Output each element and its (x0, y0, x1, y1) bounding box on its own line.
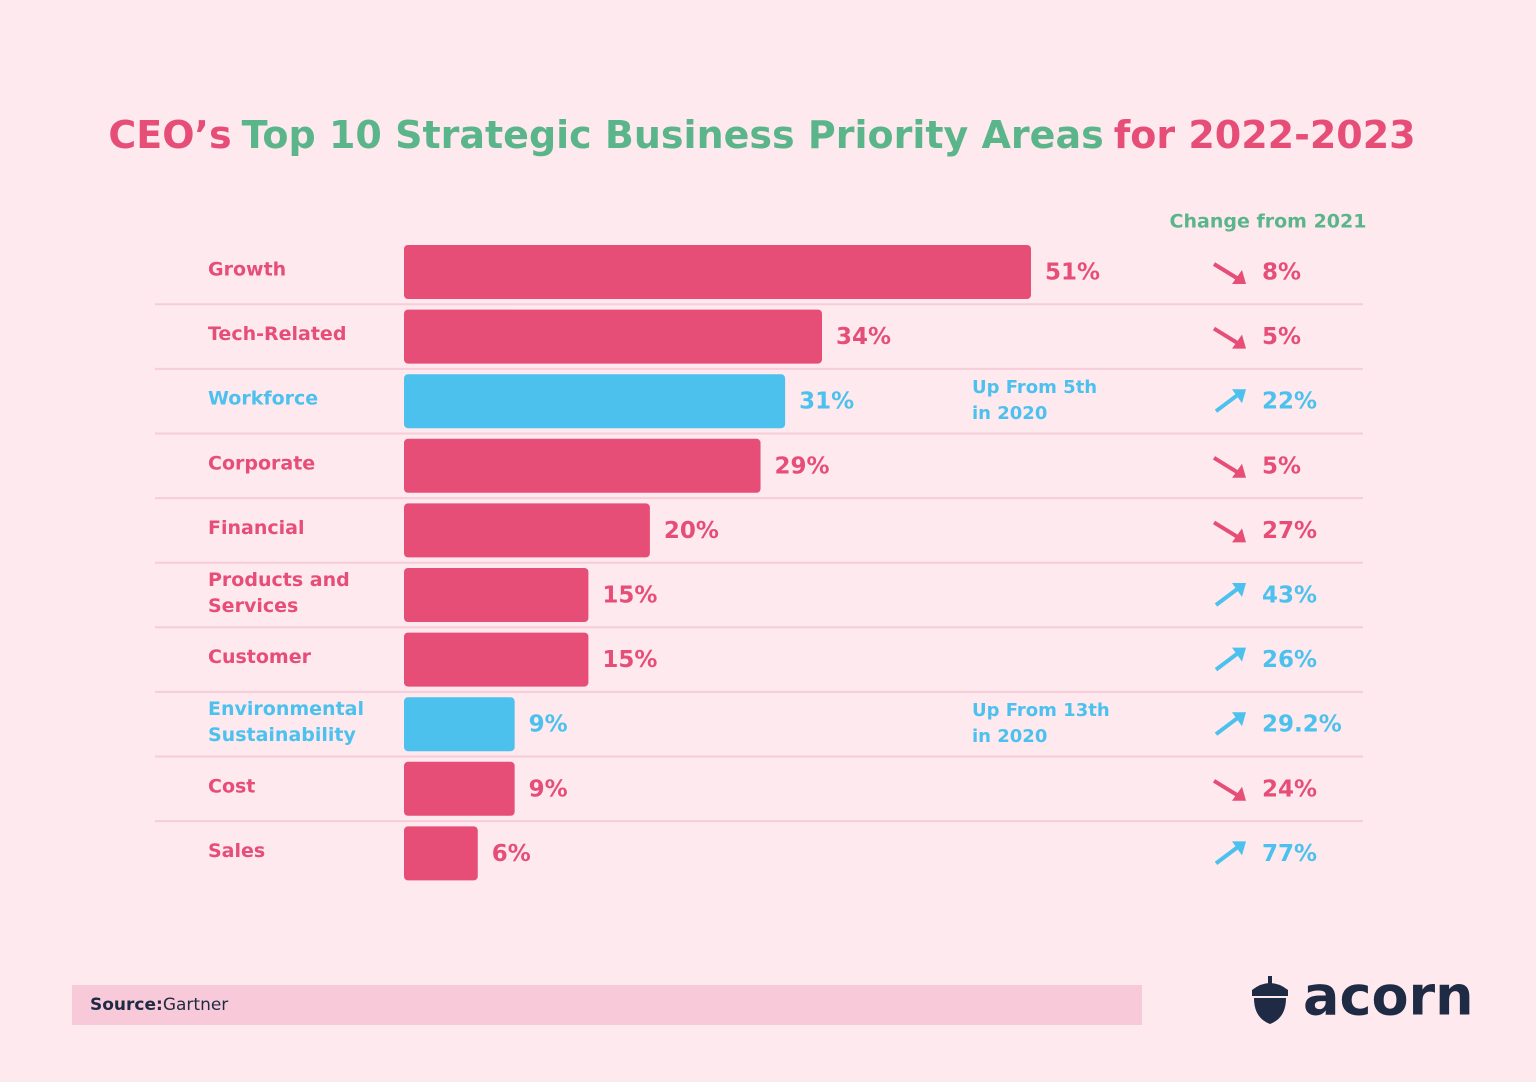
logo-stem (1268, 976, 1272, 984)
arrow-shaft (1214, 649, 1242, 672)
value-label: 9% (529, 776, 568, 802)
value-label: 51% (1045, 260, 1100, 286)
arrow-shaft (1212, 779, 1242, 799)
change-arrow (1214, 583, 1246, 607)
change-arrow (1212, 779, 1246, 801)
bar (404, 697, 515, 752)
value-label: 20% (664, 518, 719, 544)
title-part: for 2022-2023 (1114, 113, 1416, 157)
logo-cap (1252, 983, 1288, 996)
value-label: 15% (602, 647, 657, 673)
bar (404, 503, 650, 558)
logo-nut (1254, 998, 1286, 1024)
arrow-shaft (1214, 391, 1242, 413)
arrow-head (1232, 334, 1246, 349)
bar (404, 568, 589, 622)
arrow-head (1232, 463, 1246, 478)
arrow-head (1232, 528, 1246, 543)
arrow-shaft (1214, 843, 1242, 866)
change-label: 5% (1262, 453, 1301, 479)
bar (404, 826, 478, 881)
change-label: 27% (1262, 518, 1317, 544)
change-arrow (1214, 712, 1246, 736)
title-part: Top 10 Strategic Business Priority Areas (242, 113, 1104, 157)
arrow-head (1232, 270, 1246, 284)
arrow-shaft (1214, 714, 1242, 736)
change-arrow (1212, 326, 1246, 349)
arrow-head (1232, 786, 1246, 801)
category-label: Customer (208, 646, 312, 668)
arrow-shaft (1212, 456, 1242, 476)
category-label: Corporate (208, 452, 315, 474)
source: Source:Gartner (90, 995, 228, 1015)
arrow-head (1232, 389, 1246, 404)
change-label: 5% (1262, 324, 1301, 350)
value-label: 34% (836, 324, 891, 350)
annotation: Up From 5th in 2020 (972, 377, 1097, 424)
change-arrow (1214, 841, 1246, 866)
chart-title: CEO’s Top 10 Strategic Business Priority … (108, 113, 1415, 157)
value-label: 9% (529, 712, 568, 738)
value-label: 31% (799, 389, 854, 415)
category-label: Workforce (208, 388, 318, 410)
arrow-shaft (1212, 262, 1242, 282)
bar (404, 761, 515, 816)
change-arrow (1214, 647, 1246, 672)
value-label: 15% (602, 583, 657, 609)
change-arrow (1212, 520, 1246, 543)
category-label: Tech-Related (208, 323, 346, 345)
brand: acorn (1303, 965, 1474, 1028)
bar (404, 438, 761, 493)
value-label: 29% (775, 453, 830, 479)
annotation: Up From 13th in 2020 (972, 700, 1110, 747)
arrow-head (1232, 647, 1246, 662)
change-label: 22% (1262, 389, 1317, 415)
bar (404, 632, 589, 687)
bar (404, 309, 822, 364)
arrow-shaft (1212, 326, 1242, 347)
change-label: 77% (1262, 841, 1317, 867)
logo: acorn (1252, 965, 1474, 1028)
source-label: Source: (90, 995, 163, 1015)
change-label: 43% (1262, 583, 1317, 609)
title-part: CEO’s (108, 113, 231, 157)
category-label: Cost (208, 775, 255, 797)
category-label: Growth (208, 259, 286, 281)
arrow-head (1232, 583, 1246, 597)
arrow-head (1232, 712, 1246, 727)
bar (404, 374, 786, 429)
change-label: 26% (1262, 647, 1317, 673)
category-label: Sales (208, 840, 265, 862)
change-arrow (1214, 389, 1246, 413)
arrow-shaft (1212, 520, 1242, 541)
change-label: 8% (1262, 260, 1301, 286)
change-label: 29.2% (1262, 712, 1342, 738)
change-label: 24% (1262, 776, 1317, 802)
change-arrow (1212, 456, 1246, 478)
source-box (72, 985, 1142, 1025)
source-text: Gartner (163, 995, 228, 1015)
value-label: 6% (492, 841, 531, 867)
arrow-head (1232, 841, 1246, 856)
category-label: Environmental Sustainability (208, 698, 364, 746)
change-arrow (1212, 262, 1246, 284)
category-label: Financial (208, 517, 304, 539)
category-label: Products and Services (208, 569, 350, 617)
change-header: Change from 2021 (1170, 211, 1367, 233)
arrow-shaft (1214, 585, 1242, 607)
bar (404, 245, 1031, 299)
